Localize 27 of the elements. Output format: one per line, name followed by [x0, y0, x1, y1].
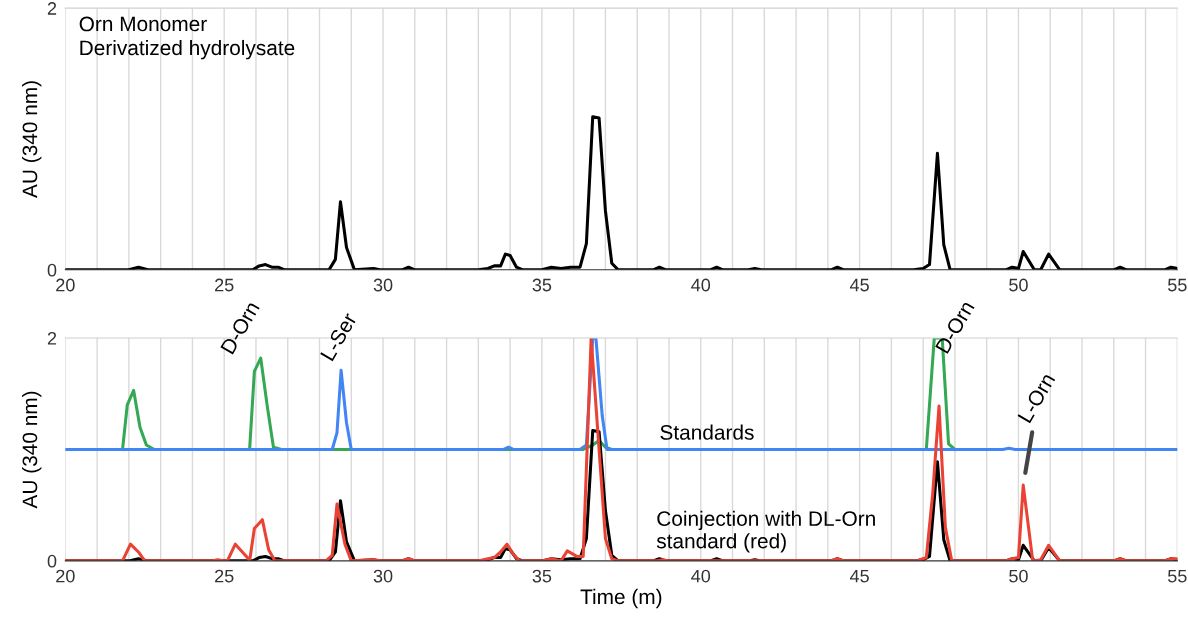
x-tick-label: 20 — [56, 278, 75, 292]
annotation: Standards — [660, 424, 754, 440]
x-tick-label: 50 — [1009, 278, 1028, 292]
y-axis-title: AU (340 nm) — [21, 391, 42, 509]
x-tick-label: 35 — [532, 569, 552, 583]
y-tick-label: 0 — [47, 263, 57, 277]
x-tick-label: 55 — [1167, 569, 1187, 583]
x-tick-label: 25 — [215, 278, 234, 292]
x-tick-label: 50 — [1009, 569, 1028, 583]
x-axis-title: Time (m) — [580, 588, 662, 609]
x-tick-label: 45 — [849, 569, 869, 583]
y-tick-label: 0 — [47, 554, 57, 568]
annotation: Coinjection with DL-Orn standard (red) — [656, 510, 875, 553]
x-tick-label: 25 — [215, 569, 234, 583]
y-tick-label: 2 — [47, 331, 57, 345]
x-tick-label: 30 — [373, 569, 393, 583]
x-tick-label: 45 — [849, 278, 869, 292]
text: Orn Monomer Derivatized hydrolysate — [79, 16, 295, 60]
y-axis-title: AU (340 nm) — [21, 81, 42, 198]
x-tick-label: 40 — [691, 569, 711, 583]
line-series — [65, 115, 1178, 270]
x-tick-label: 35 — [532, 278, 552, 292]
y-tick-label: 2 — [47, 2, 57, 15]
x-tick-label: 55 — [1167, 278, 1187, 292]
x-tick-label: 20 — [56, 569, 75, 583]
x-tick-label: 40 — [691, 278, 711, 292]
x-tick-label: 30 — [373, 278, 393, 292]
